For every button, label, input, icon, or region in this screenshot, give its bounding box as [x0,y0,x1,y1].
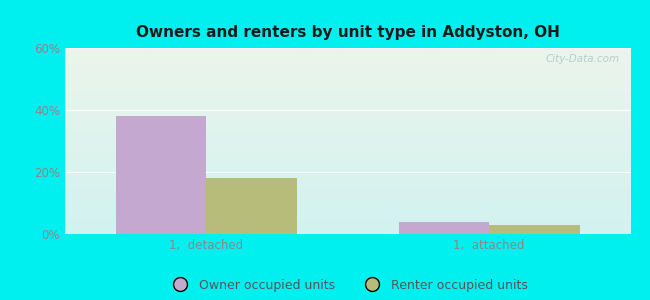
Bar [207,178,297,234]
Bar [398,222,489,234]
Bar [116,116,207,234]
Text: City-Data.com: City-Data.com [545,54,619,64]
Legend: Owner occupied units, Renter occupied units: Owner occupied units, Renter occupied un… [162,274,533,297]
Title: Owners and renters by unit type in Addyston, OH: Owners and renters by unit type in Addys… [136,25,560,40]
Bar [489,225,580,234]
